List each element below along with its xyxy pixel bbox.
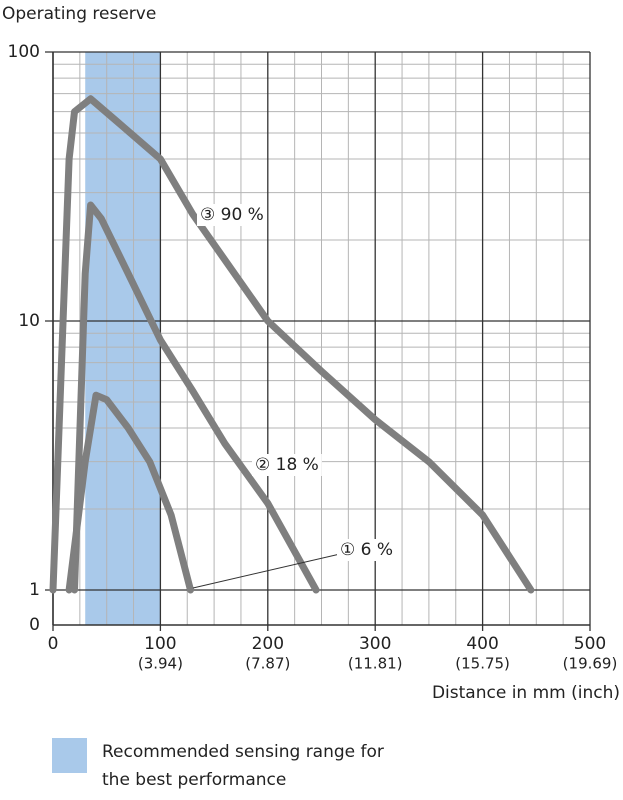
series-label: ③ 90 % — [200, 205, 264, 225]
x-tick-label: 0 — [48, 634, 59, 654]
y-tick-label: 100 — [8, 42, 40, 62]
leader-line — [192, 553, 341, 589]
x-tick-sublabel: (19.69) — [563, 655, 618, 673]
x-tick-label: 100 — [144, 634, 176, 654]
series-label: ② 18 % — [255, 455, 319, 475]
y-axis-title: Operating reserve — [2, 4, 156, 24]
x-tick-sublabel: (15.75) — [455, 655, 510, 673]
x-axis-title: Distance in mm (inch) — [432, 683, 620, 703]
curve — [65, 391, 194, 594]
x-tick-sublabel: (11.81) — [348, 655, 403, 673]
x-tick-label: 400 — [466, 634, 498, 654]
y-tick-label: 10 — [18, 311, 40, 331]
label-background — [252, 454, 322, 476]
y-floor-label: 0 — [29, 615, 40, 635]
series-label: ① 6 % — [340, 540, 393, 560]
recommended-range — [85, 52, 161, 625]
label-background — [197, 204, 267, 226]
legend-text: the best performance — [102, 770, 286, 790]
x-tick-sublabel: (3.94) — [138, 655, 183, 673]
curve — [49, 95, 535, 594]
x-tick-label: 300 — [359, 634, 391, 654]
legend-text: Recommended sensing range for — [102, 742, 384, 762]
curve — [71, 201, 320, 594]
legend-swatch — [52, 738, 87, 773]
y-tick-label: 1 — [29, 580, 40, 600]
x-tick-label: 500 — [574, 634, 606, 654]
label-background — [337, 539, 397, 561]
x-tick-sublabel: (7.87) — [245, 655, 290, 673]
x-tick-label: 200 — [252, 634, 284, 654]
